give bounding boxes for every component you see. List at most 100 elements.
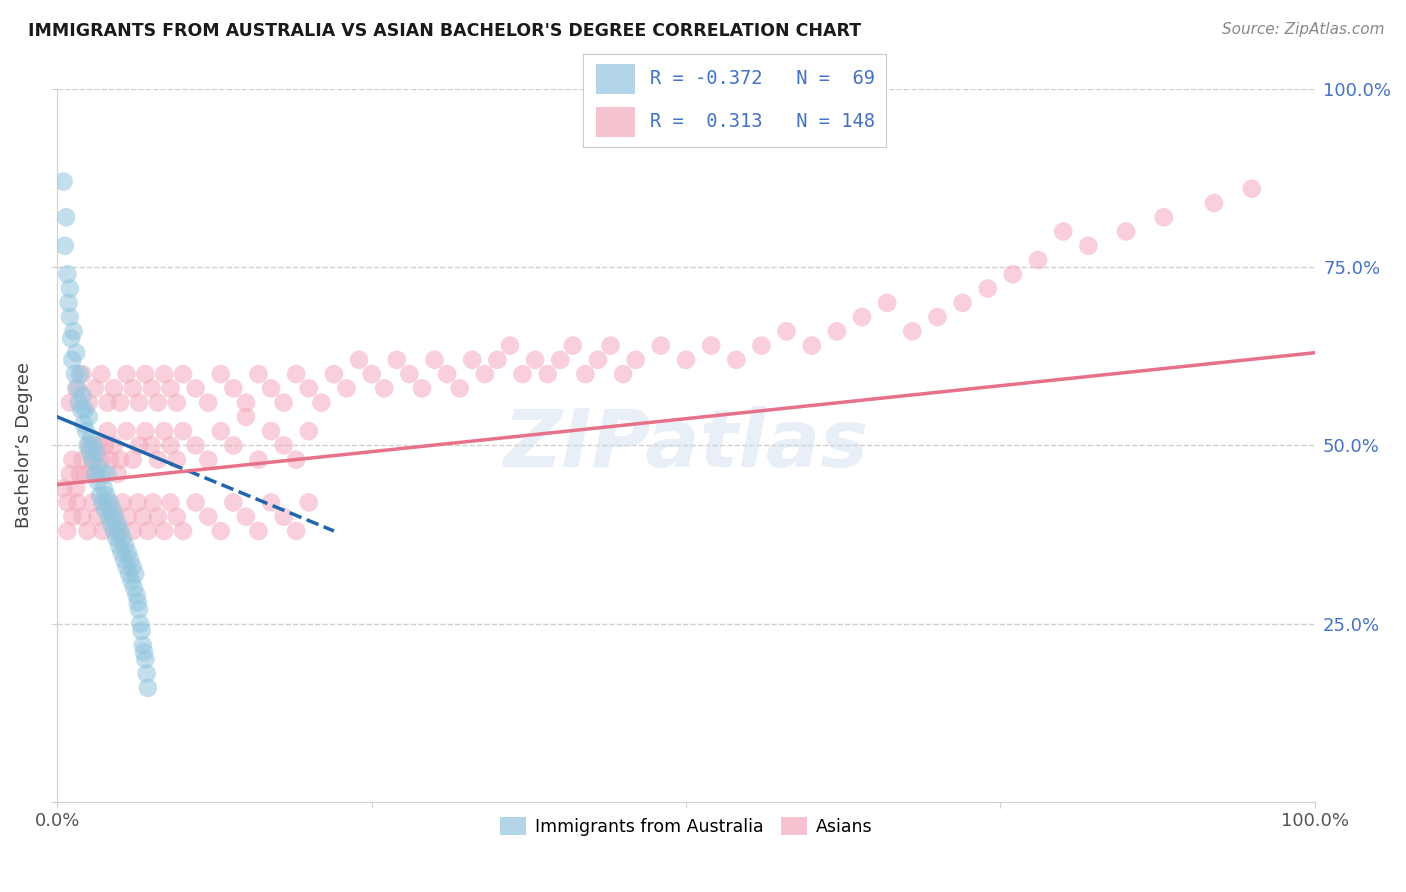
Point <box>108 452 131 467</box>
Point <box>65 481 87 495</box>
Point <box>675 352 697 367</box>
Point <box>260 495 283 509</box>
Point <box>901 324 924 338</box>
Point <box>474 367 496 381</box>
Point <box>222 495 245 509</box>
Point <box>1052 225 1074 239</box>
Point <box>60 352 83 367</box>
Point <box>499 338 522 352</box>
Point <box>209 524 232 538</box>
Point <box>90 452 112 467</box>
Point <box>55 211 77 225</box>
Point <box>146 452 169 467</box>
Point <box>398 367 420 381</box>
Point <box>53 239 76 253</box>
Point <box>77 438 100 452</box>
Point <box>117 509 139 524</box>
Point <box>84 381 107 395</box>
Point <box>101 509 124 524</box>
Point <box>273 395 295 409</box>
Point <box>1202 196 1225 211</box>
Point <box>166 395 188 409</box>
Point <box>59 281 82 295</box>
Point <box>285 524 308 538</box>
Point <box>449 381 471 395</box>
Point <box>146 509 169 524</box>
Point <box>127 495 149 509</box>
Point <box>153 424 176 438</box>
Point <box>121 452 143 467</box>
Point <box>56 495 79 509</box>
Point <box>59 395 82 409</box>
Point <box>97 495 120 509</box>
Point <box>87 459 110 474</box>
Point <box>128 438 150 452</box>
Point <box>75 424 97 438</box>
Point <box>825 324 848 338</box>
Point <box>166 509 188 524</box>
Point <box>115 367 138 381</box>
Text: R =  0.313   N = 148: R = 0.313 N = 148 <box>650 112 875 131</box>
Point <box>62 324 84 338</box>
Point <box>172 367 194 381</box>
Point <box>104 509 127 524</box>
Point <box>94 502 117 516</box>
Point <box>436 367 458 381</box>
Point <box>60 452 83 467</box>
Point <box>107 524 129 538</box>
Point <box>111 495 134 509</box>
Point <box>69 467 91 481</box>
Point <box>172 524 194 538</box>
Point <box>247 367 270 381</box>
Point <box>67 395 90 409</box>
Point <box>1001 267 1024 281</box>
Point <box>66 381 89 395</box>
Point <box>97 509 120 524</box>
Point <box>423 352 446 367</box>
Y-axis label: Bachelor’s Degree: Bachelor’s Degree <box>15 362 32 528</box>
Point <box>100 516 122 531</box>
Point <box>76 524 98 538</box>
Point <box>121 559 143 574</box>
Point <box>96 488 118 502</box>
Point <box>172 424 194 438</box>
Point <box>83 438 105 452</box>
Point <box>58 295 80 310</box>
Point <box>166 452 188 467</box>
Point <box>235 395 257 409</box>
Point <box>486 352 509 367</box>
Point <box>184 381 207 395</box>
Point <box>373 381 395 395</box>
Point <box>105 531 128 545</box>
Text: R = -0.372   N =  69: R = -0.372 N = 69 <box>650 70 875 88</box>
Point <box>1115 225 1137 239</box>
Point <box>90 367 112 381</box>
Point <box>90 467 112 481</box>
Point <box>114 538 136 552</box>
Point <box>184 438 207 452</box>
Point <box>103 438 125 452</box>
Point <box>129 616 152 631</box>
Point <box>70 402 93 417</box>
Point <box>298 381 321 395</box>
Point <box>128 602 150 616</box>
Point <box>72 452 94 467</box>
Point <box>136 681 159 695</box>
Point <box>76 438 98 452</box>
Point <box>512 367 534 381</box>
Point <box>112 552 135 566</box>
Point <box>461 352 484 367</box>
Point <box>77 409 100 424</box>
Point <box>159 495 181 509</box>
Point <box>101 502 124 516</box>
Point <box>273 509 295 524</box>
Point <box>124 566 146 581</box>
Point <box>612 367 634 381</box>
Point <box>134 424 156 438</box>
Point <box>650 338 672 352</box>
Point <box>52 175 75 189</box>
Point <box>72 388 94 402</box>
Point <box>122 581 145 595</box>
Point <box>298 424 321 438</box>
Point <box>59 310 82 324</box>
